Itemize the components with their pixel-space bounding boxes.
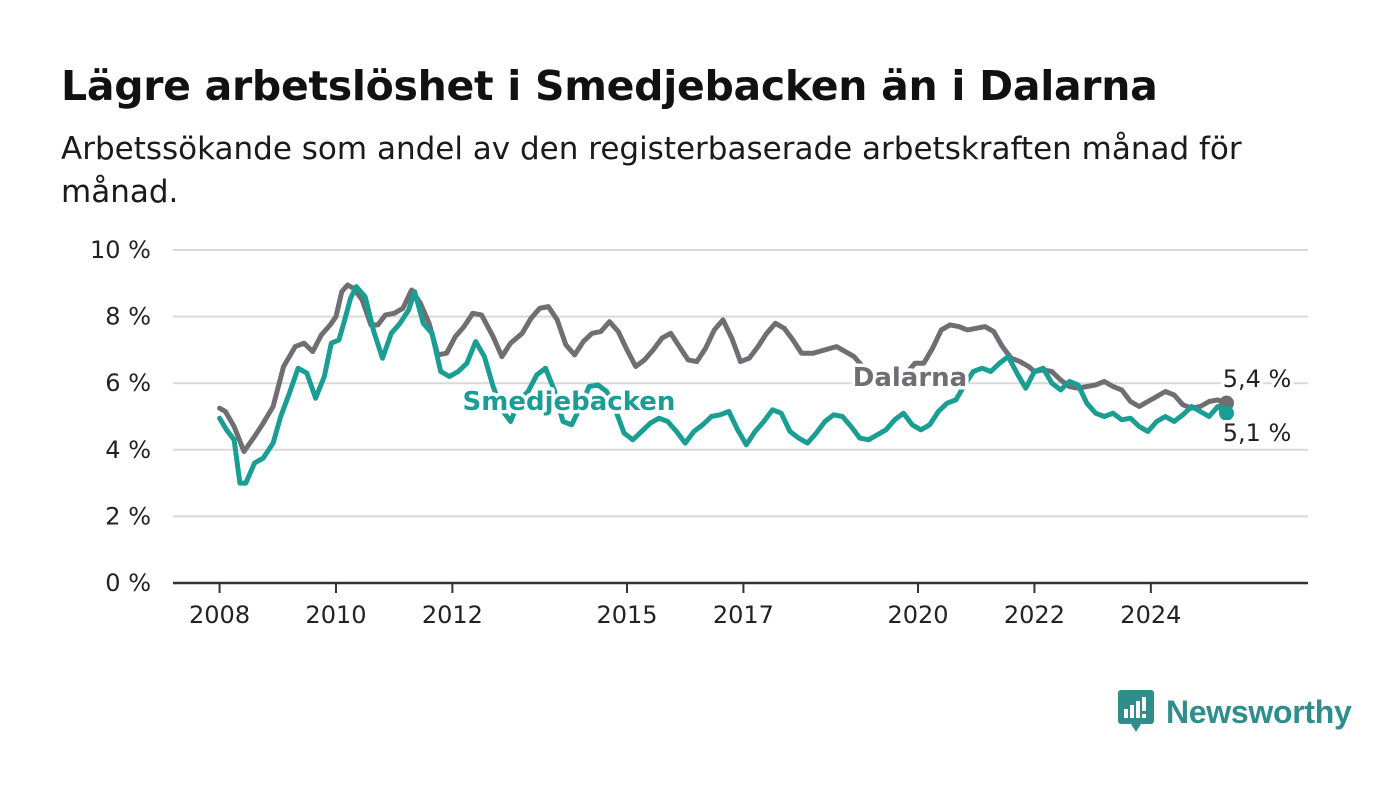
y-tick-label: 8 % bbox=[105, 303, 151, 331]
newsworthy-logo-text: Newsworthy bbox=[1166, 693, 1352, 730]
series-line-smedjebacken bbox=[217, 284, 1229, 486]
series-label-dalarna: Dalarna bbox=[853, 363, 967, 393]
series-label-smedjebacken: Smedjebacken bbox=[463, 387, 676, 417]
x-tick-label: 2024 bbox=[1120, 601, 1181, 629]
newsworthy-logo[interactable]: Newsworthy bbox=[1118, 690, 1352, 734]
newsworthy-logo-icon bbox=[1118, 690, 1154, 732]
y-tick-label: 2 % bbox=[105, 502, 151, 530]
x-tick-label: 2010 bbox=[305, 601, 366, 629]
x-tick-label: 2008 bbox=[189, 601, 250, 629]
y-tick-label: 10 % bbox=[90, 236, 151, 264]
end-value-dalarna: 5,4 % bbox=[1223, 365, 1292, 393]
x-tick-label: 2012 bbox=[422, 601, 483, 629]
x-tick-label: 2017 bbox=[713, 601, 774, 629]
chart-subtitle: Arbetssökande som andel av den registerb… bbox=[61, 131, 1242, 210]
end-value-smedjebacken: 5,1 % bbox=[1223, 419, 1292, 447]
x-tick-label: 2022 bbox=[1004, 601, 1065, 629]
series-lines bbox=[217, 282, 1235, 486]
x-tick-label: 2020 bbox=[887, 601, 948, 629]
series-labels: Dalarna Smedjebacken 5,4 % 5,1 % bbox=[459, 360, 1295, 451]
x-tick-label: 2015 bbox=[596, 601, 657, 629]
y-tick-label: 4 % bbox=[105, 436, 151, 464]
chart-title: Lägre arbetslöshet i Smedjebacken än i D… bbox=[61, 62, 1158, 110]
series-line-dalarna bbox=[217, 282, 1229, 454]
y-tick-label: 0 % bbox=[105, 569, 151, 597]
x-axis: 2008 2010 2012 2015 2017 2020 2022 2024 bbox=[189, 583, 1181, 629]
y-axis: 0 % 2 % 4 % 6 % 8 % 10 % bbox=[90, 236, 151, 597]
end-point-smedjebacken bbox=[1219, 405, 1235, 421]
gridlines bbox=[173, 249, 1308, 585]
y-tick-label: 6 % bbox=[105, 369, 151, 397]
